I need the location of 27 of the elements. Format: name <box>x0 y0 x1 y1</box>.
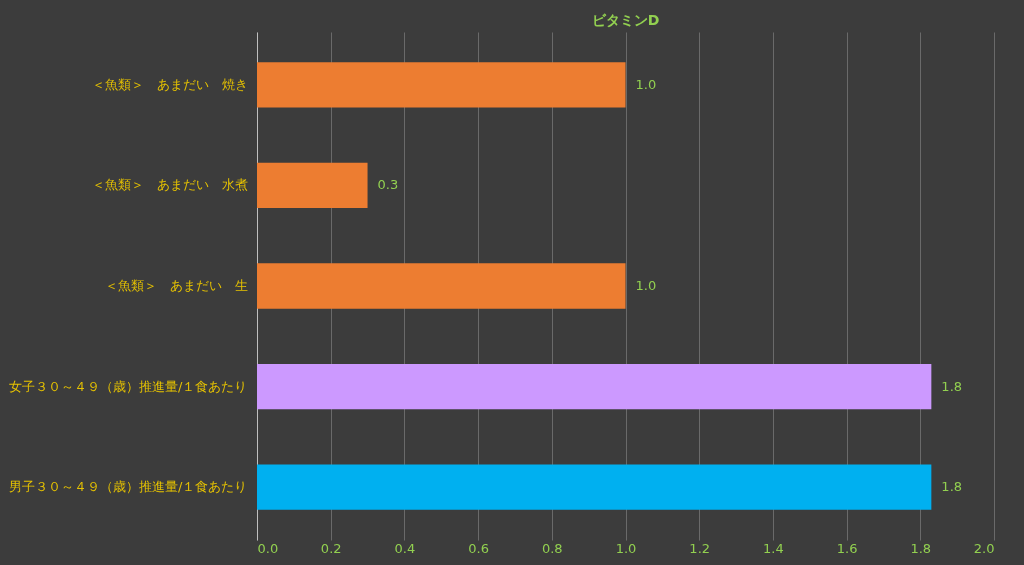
x-tick-label: 0.8 <box>541 540 563 556</box>
x-tick-label: 0.0 <box>257 540 279 556</box>
y-tick-label: ＜魚類＞ あまだい 水煮 <box>91 177 248 193</box>
x-tick-label: 0.4 <box>394 540 416 556</box>
y-tick-label: 男子３０～４９（歳）推進量/１食あたり <box>9 479 248 495</box>
data-label: 1.0 <box>635 278 657 293</box>
x-tick-label: 1.6 <box>836 540 858 556</box>
bar <box>257 62 626 108</box>
data-label: 1.0 <box>635 76 657 92</box>
bar <box>257 162 368 209</box>
x-tick-label: 0.6 <box>468 540 489 556</box>
y-tick-label: ＜魚類＞ あまだい 生 <box>104 278 248 293</box>
x-tick-label: 2.0 <box>973 540 995 556</box>
x-tick-label: 0.2 <box>320 540 342 556</box>
bar <box>257 263 626 309</box>
data-label: 1.8 <box>941 479 963 495</box>
y-tick-label: ＜魚類＞ あまだい 焼き <box>91 76 248 92</box>
bar <box>257 464 932 510</box>
x-tick-label: 1.4 <box>763 540 784 556</box>
x-tick-label: 1.8 <box>910 540 932 556</box>
x-tick-label: 1.0 <box>615 540 637 556</box>
data-label: 0.3 <box>377 177 399 193</box>
bar <box>257 363 932 410</box>
x-tick-label: 1.2 <box>689 540 711 556</box>
y-tick-label: 女子３０～４９（歳）推進量/１食あたり <box>9 378 248 394</box>
chart-title: ビタミンD <box>591 12 660 28</box>
data-label: 1.8 <box>941 378 963 394</box>
